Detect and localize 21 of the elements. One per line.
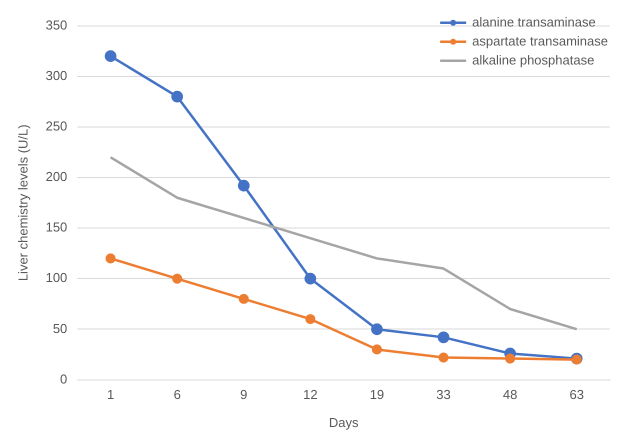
x-tick-label: 19 [370,387,384,402]
x-axis-title: Days [328,414,359,430]
y-tick-label: 300 [46,68,68,83]
x-tick-label: 9 [240,387,248,402]
x-tick-label: 48 [502,387,518,402]
y-tick-label: 350 [46,17,68,32]
y-tick-label: 0 [60,371,68,386]
y-tick-label: 200 [46,169,68,184]
y-tick-label: 100 [46,270,68,286]
x-tick-label: 63 [569,387,584,402]
y-tick-label: 50 [52,320,68,336]
y-tick-label: 250 [46,118,68,134]
y-tick-label: 150 [46,220,68,235]
legend-label: alkaline phosphatase [472,52,594,68]
legend-label: alanine transaminase [472,14,596,30]
x-tick-label: 1 [106,387,114,402]
legend-label: aspartate transaminase [472,33,608,48]
x-tick-label: 6 [174,387,181,402]
x-tick-label: 12 [303,387,318,402]
x-tick-label: 33 [436,387,451,402]
y-axis-title: Liver chemistry levels (U/L) [15,124,30,282]
